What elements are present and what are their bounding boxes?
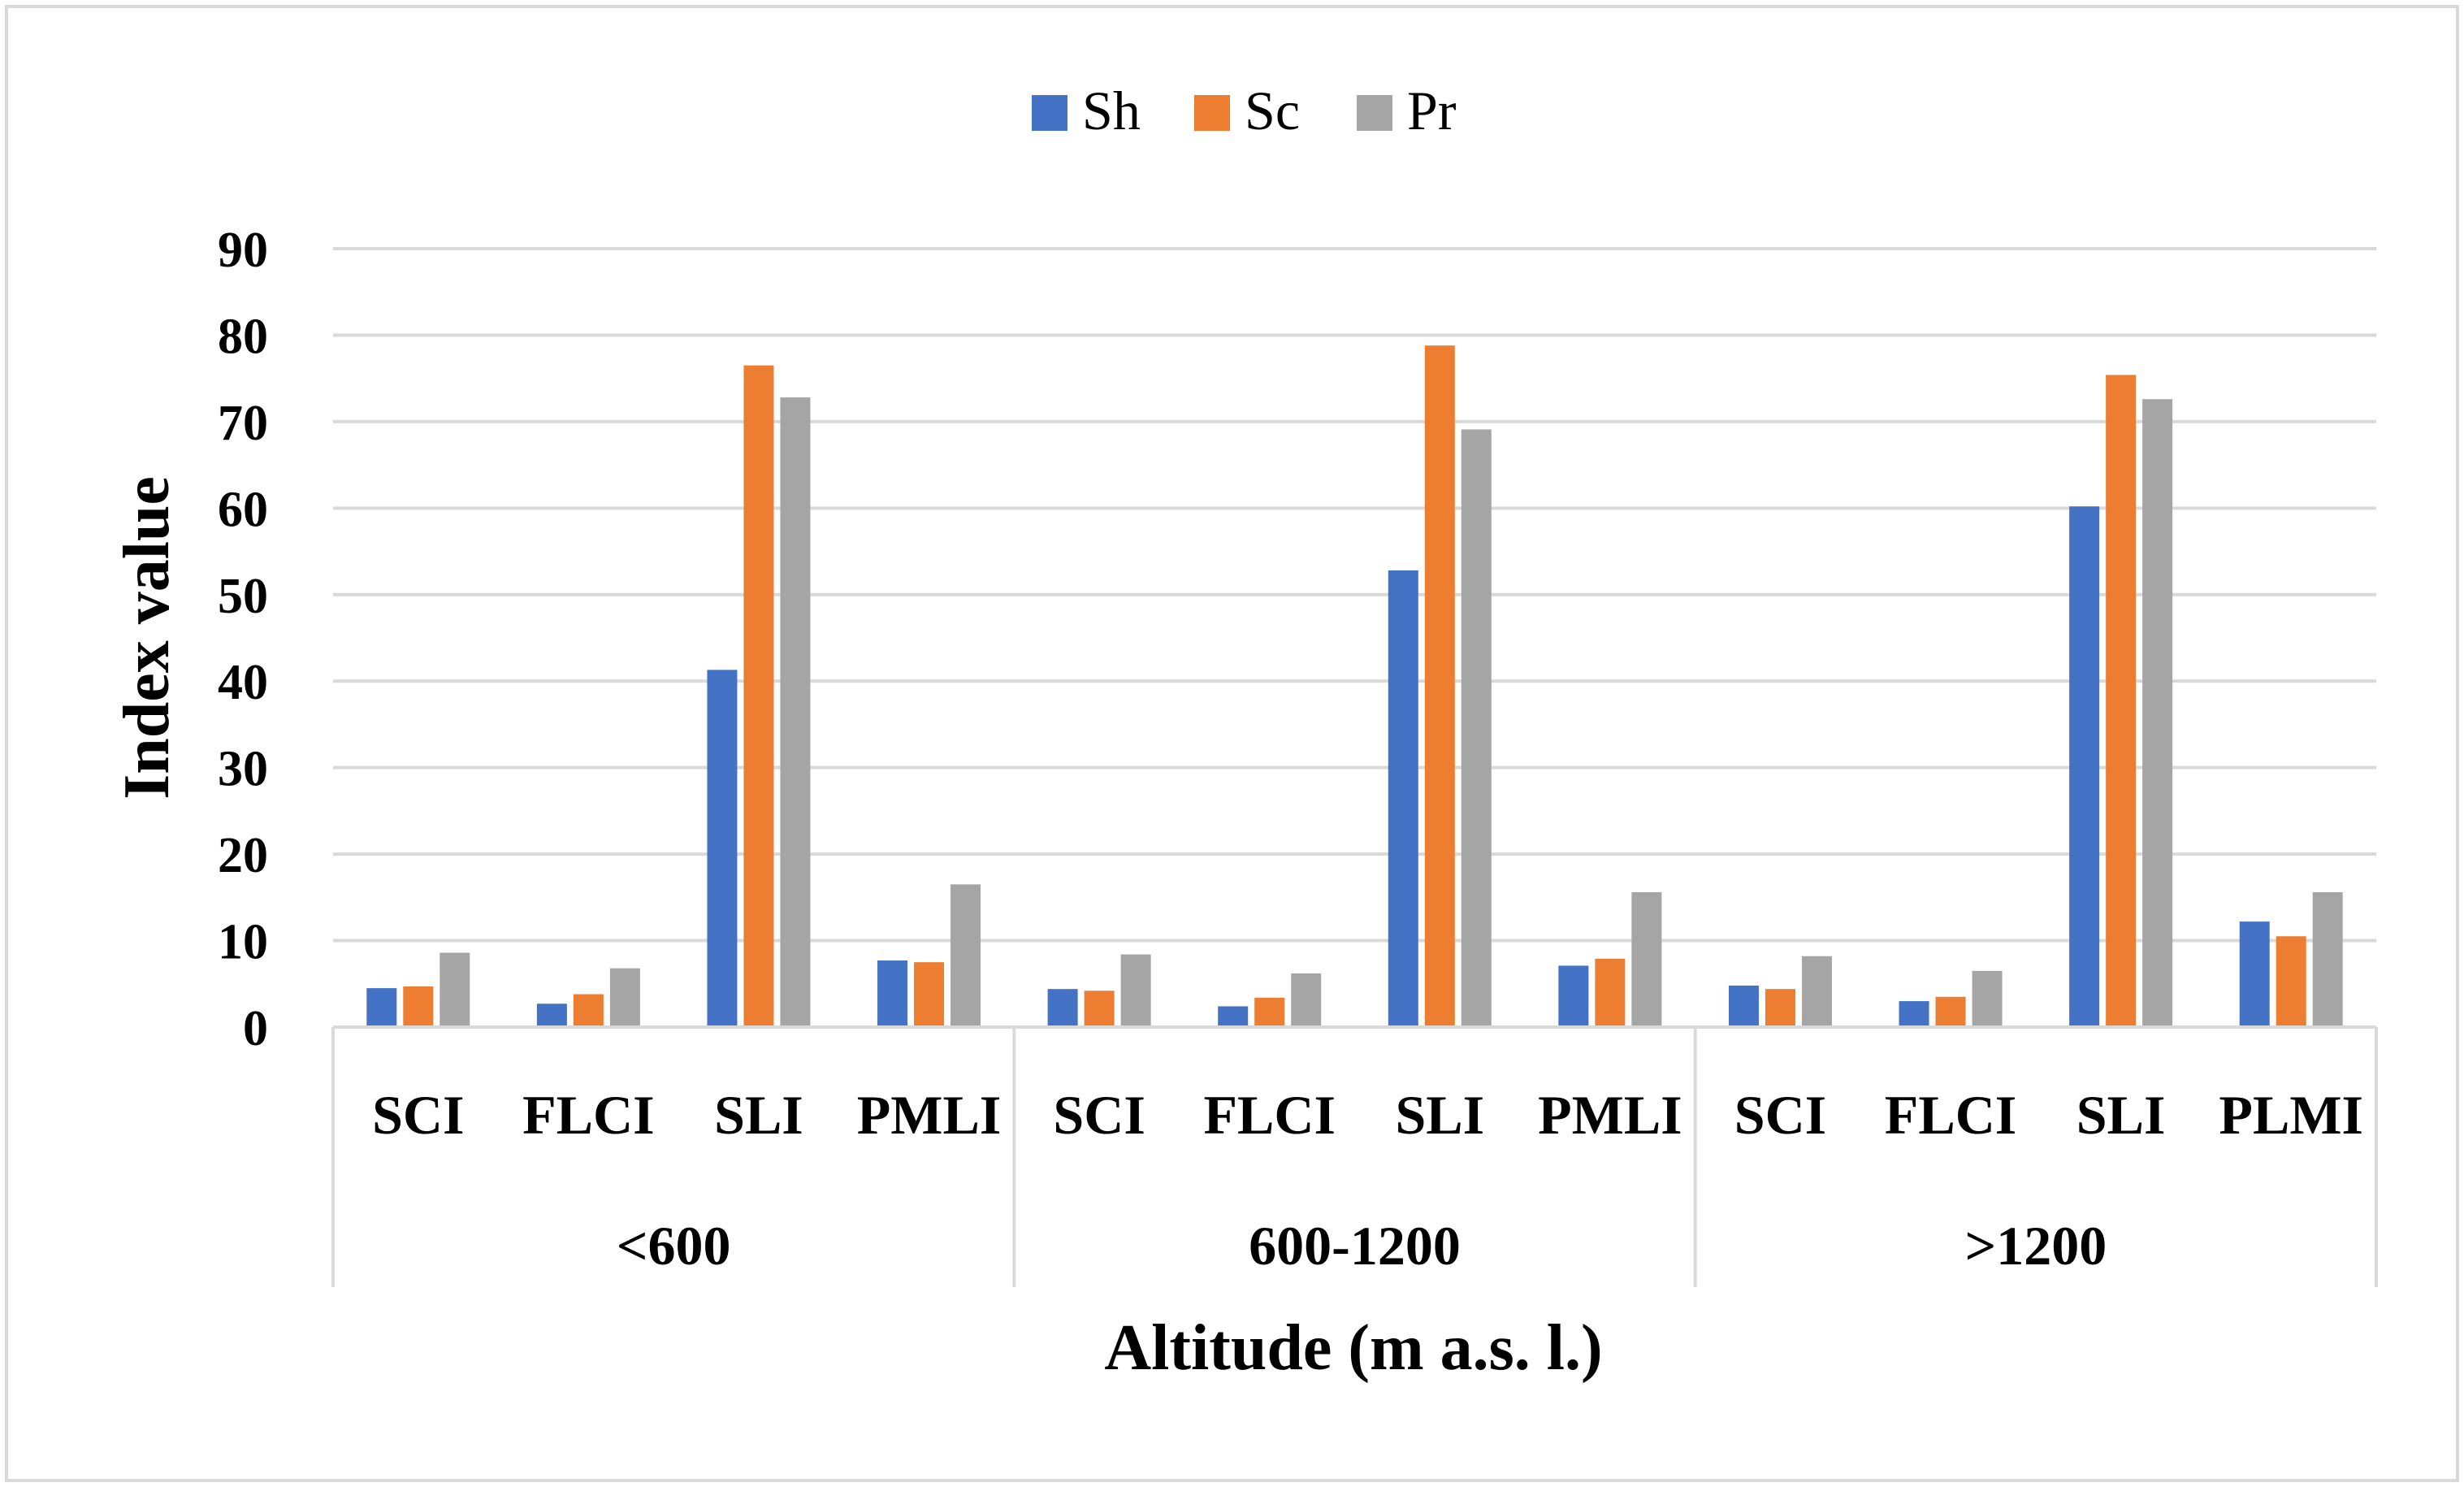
bar-sc (743, 365, 774, 1027)
bar-pr (609, 968, 640, 1027)
chart-border (5, 5, 2459, 1482)
bar-pr (2142, 399, 2173, 1027)
bar-sc (403, 986, 434, 1027)
legend-label-pr: Pr (1407, 80, 1457, 141)
x-category-label: PMLI (857, 1084, 1002, 1146)
bar-sc (1935, 996, 1966, 1027)
x-group-label: >1200 (1964, 1215, 2107, 1277)
x-category-label: SCI (372, 1084, 464, 1146)
bar-sh (877, 960, 908, 1027)
legend: Sh Sc Pr (1032, 80, 1457, 141)
x-category-label: SCI (1053, 1084, 1145, 1146)
y-tick-label: 60 (218, 482, 268, 537)
bar-sh (2069, 506, 2100, 1027)
bar-sc (2276, 936, 2306, 1027)
bar-sh (1047, 989, 1078, 1027)
x-category-label: FLCI (1203, 1084, 1335, 1146)
bar-sc (914, 962, 945, 1027)
axes (331, 1025, 2378, 1287)
legend-label-sh: Sh (1082, 80, 1141, 141)
y-tick-label: 0 (243, 1001, 268, 1056)
x-category-label: FLCI (1885, 1084, 2016, 1146)
y-tick-label: 50 (218, 569, 268, 624)
y-tick-label: 20 (218, 828, 268, 883)
y-tick-label: 10 (218, 915, 268, 970)
x-axis-title: Altitude (m a.s. l.) (1104, 1312, 1602, 1384)
x-category-label: PMLI (1538, 1084, 1682, 1146)
x-group-label: <600 (617, 1215, 731, 1277)
bar-sh (1388, 570, 1418, 1027)
bar-sc (1595, 958, 1626, 1027)
x-category-label: SCI (1734, 1084, 1826, 1146)
x-category-label: SLI (714, 1084, 803, 1146)
bar-sh (1899, 1001, 1929, 1027)
gridlines (333, 247, 2376, 943)
bar-sh (1728, 985, 1759, 1027)
x-category-label: PLMI (2219, 1084, 2363, 1146)
bar-pr (1461, 429, 1492, 1027)
bar-pr (1291, 973, 1322, 1027)
bar-sh (366, 988, 397, 1027)
x-group-label: 600-1200 (1249, 1215, 1461, 1277)
bars (366, 345, 2343, 1027)
legend-swatch-sc (1194, 95, 1230, 131)
bar-pr (2312, 891, 2343, 1027)
bar-sc (2106, 375, 2137, 1027)
bar-sc (573, 994, 604, 1027)
bar-sh (707, 670, 738, 1027)
bar-pr (440, 952, 470, 1027)
bar-sh (1218, 1006, 1249, 1027)
x-category-label: FLCI (522, 1084, 654, 1146)
bar-pr (780, 397, 811, 1027)
bar-sc (1424, 345, 1455, 1027)
legend-label-sc: Sc (1245, 80, 1300, 141)
y-axis-title: Index value (111, 476, 183, 800)
bar-sh (536, 1004, 567, 1027)
y-tick-label: 80 (218, 309, 268, 364)
bar-pr (1120, 954, 1151, 1027)
bar-sc (1765, 989, 1795, 1027)
legend-swatch-sh (1032, 95, 1067, 131)
bar-sh (2239, 921, 2270, 1027)
y-tick-label: 30 (218, 742, 268, 797)
bar-pr (951, 884, 981, 1027)
x-category-labels: SCI FLCI SLI PMLI SCI FLCI SLI PMLI SCI FLCI SLI PL… (372, 1084, 2363, 1146)
y-tick-label: 40 (218, 655, 268, 710)
x-category-label: SLI (1395, 1084, 1484, 1146)
x-group-labels: <600 600-1200 >1200 (617, 1215, 2107, 1277)
legend-swatch-pr (1357, 95, 1392, 131)
y-tick-label: 90 (218, 223, 268, 278)
bar-sc (1254, 997, 1285, 1027)
y-tick-label: 70 (218, 396, 268, 451)
bar-pr (1972, 970, 2003, 1027)
y-tick-labels: 0 10 20 30 40 50 60 70 80 90 (218, 223, 268, 1056)
bar-sc (1084, 991, 1115, 1027)
x-category-label: SLI (2076, 1084, 2166, 1146)
bar-pr (1801, 956, 1832, 1027)
bar-pr (1631, 891, 1662, 1027)
bar-sh (1558, 965, 1589, 1027)
